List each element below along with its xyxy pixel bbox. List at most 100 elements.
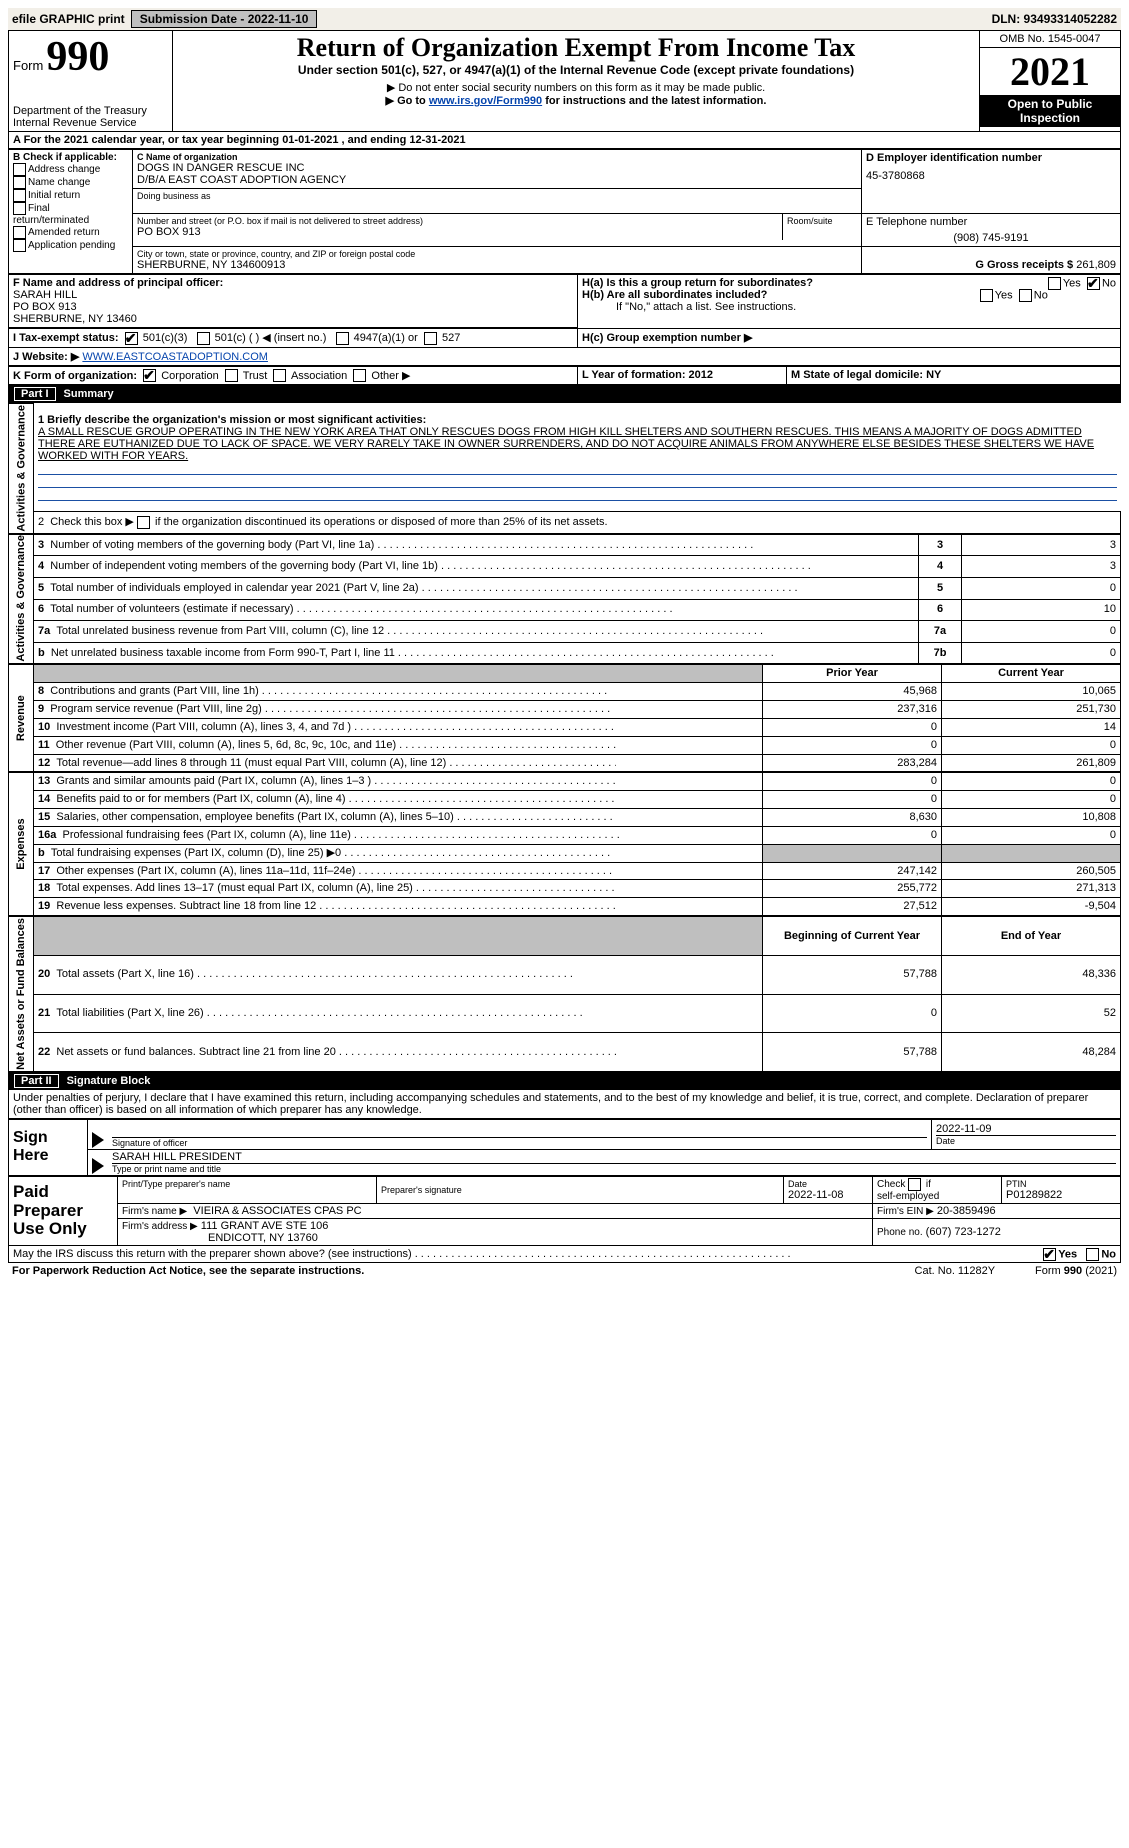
date-label: Date (936, 1135, 1116, 1146)
table-row: 17 Other expenses (Part IX, column (A), … (9, 862, 1121, 880)
hb-yes-checkbox[interactable] (980, 289, 993, 302)
side-rev: Revenue (9, 665, 34, 772)
b-address-change[interactable]: Address change (13, 163, 128, 176)
return-title: Return of Organization Exempt From Incom… (177, 33, 975, 63)
k-other-checkbox[interactable] (353, 369, 366, 382)
firm-phone-label: Phone no. (877, 1227, 923, 1238)
street-value: PO BOX 913 (137, 226, 778, 238)
header-frame: Form 990 Department of the Treasury Inte… (8, 30, 1121, 132)
sig-officer-label: Signature of officer (112, 1138, 927, 1148)
side-ag2: Activities & Governance (9, 534, 34, 664)
j-row: J Website: ▶ WWW.EASTCOASTADOPTION.COM (8, 348, 1121, 366)
part2-header: Part II Signature Block (8, 1072, 1121, 1090)
b-amended-return[interactable]: Amended return (13, 226, 128, 239)
l-year: L Year of formation: 2012 (582, 369, 713, 381)
ag-rows-table: Activities & Governance3 Number of votin… (8, 534, 1121, 665)
side-ag: Activities & Governance (9, 404, 34, 534)
line-a: A For the 2021 calendar year, or tax yea… (8, 132, 1121, 149)
ptin-label: PTIN (1006, 1179, 1116, 1189)
paid-preparer-label: Paid Preparer Use Only (13, 1183, 113, 1239)
f-line-0: SARAH HILL (13, 289, 573, 301)
table-row: 21 Total liabilities (Part X, line 26)05… (9, 994, 1121, 1033)
pp-date-label: Date (788, 1179, 868, 1189)
p1-line1-label: 1 Briefly describe the organization's mi… (38, 414, 1117, 426)
exp-rows-table: Expenses13 Grants and similar amounts pa… (8, 772, 1121, 916)
table-row: 15 Salaries, other compensation, employe… (9, 809, 1121, 827)
irs-link[interactable]: www.irs.gov/Form990 (429, 95, 542, 107)
b-initial-return[interactable]: Initial return (13, 189, 128, 202)
dln-label: DLN: 93493314052282 (992, 12, 1117, 26)
efile-label: efile GRAPHIC print (12, 12, 125, 26)
firm-phone: (607) 723-1272 (926, 1226, 1001, 1238)
rev-rows-table: RevenuePrior YearCurrent Year8 Contribut… (8, 664, 1121, 772)
may-irs-yes-checkbox[interactable] (1043, 1248, 1056, 1261)
p1-mission: A SMALL RESCUE GROUP OPERATING IN THE NE… (38, 426, 1117, 462)
i-4947-checkbox[interactable] (336, 332, 349, 345)
table-row: 11 Other revenue (Part VIII, column (A),… (9, 736, 1121, 754)
e-phone: (908) 745-9191 (866, 232, 1116, 244)
city-label: City or town, state or province, country… (137, 249, 857, 259)
hb-row: H(b) Are all subordinates included? Yes … (582, 289, 1116, 301)
type-name-label: Type or print name and title (112, 1164, 1116, 1174)
part1-table: Activities & Governance 1 Briefly descri… (8, 403, 1121, 534)
table-row: 22 Net assets or fund balances. Subtract… (9, 1033, 1121, 1072)
website-link[interactable]: WWW.EASTCOASTADOPTION.COM (82, 351, 268, 363)
table-row: 20 Total assets (Part X, line 16)57,7884… (9, 955, 1121, 994)
org-name-2: D/B/A EAST COAST ADOPTION AGENCY (137, 174, 857, 186)
open-to-public: Open to Public Inspection (980, 95, 1120, 127)
goto-note: ▶ Go to www.irs.gov/Form990 for instruct… (177, 94, 975, 107)
f-line-1: PO BOX 913 (13, 301, 573, 313)
tax-year: 2021 (980, 48, 1120, 95)
ha-yes-checkbox[interactable] (1048, 277, 1061, 290)
ha-no-checkbox[interactable] (1087, 277, 1100, 290)
may-irs-row: May the IRS discuss this return with the… (8, 1246, 1121, 1263)
k-assoc-checkbox[interactable] (273, 369, 286, 382)
dba-label: Doing business as (137, 191, 857, 201)
hc-label: H(c) Group exemption number ▶ (582, 332, 752, 344)
ssn-note: ▶ Do not enter social security numbers o… (177, 81, 975, 94)
p1-line2-checkbox[interactable] (137, 516, 150, 529)
b-application-pending[interactable]: Application pending (13, 239, 128, 252)
may-irs-no-checkbox[interactable] (1086, 1248, 1099, 1261)
hb-note: If "No," attach a list. See instructions… (616, 301, 1116, 313)
officer-name: SARAH HILL PRESIDENT (112, 1151, 1116, 1164)
page-footer: For Paperwork Reduction Act Notice, see … (8, 1263, 1121, 1279)
submission-date-button[interactable]: Submission Date - 2022-11-10 (131, 10, 318, 28)
d-ein: 45-3780868 (866, 170, 1116, 182)
table-row: 14 Benefits paid to or for members (Part… (9, 791, 1121, 809)
street-label: Number and street (or P.O. box if mail i… (137, 216, 778, 226)
paid-preparer-block: Paid Preparer Use Only Print/Type prepar… (8, 1176, 1121, 1246)
table-row: Expenses13 Grants and similar amounts pa… (9, 773, 1121, 791)
i-row: I Tax-exempt status: 501(c)(3) 501(c) ( … (8, 328, 1121, 348)
part1-header: Part I Summary (8, 385, 1121, 403)
b-name-change[interactable]: Name change (13, 176, 128, 189)
i-501c-checkbox[interactable] (197, 332, 210, 345)
g-gross-receipts: G Gross receipts $ 261,809 (866, 259, 1116, 271)
k-corp-checkbox[interactable] (143, 369, 156, 382)
hb-no-checkbox[interactable] (1019, 289, 1032, 302)
pp-sig-label: Preparer's signature (381, 1185, 779, 1195)
pp-self-emp-checkbox[interactable] (908, 1178, 921, 1191)
table-row: 16a Professional fundraising fees (Part … (9, 826, 1121, 844)
form-number: 990 (46, 34, 109, 80)
omb-number: OMB No. 1545-0047 (980, 31, 1120, 48)
i-527-checkbox[interactable] (424, 332, 437, 345)
f-label: F Name and address of principal officer: (13, 277, 573, 289)
pp-date: 2022-11-08 (788, 1189, 868, 1201)
b-label: B Check if applicable: (13, 152, 128, 163)
table-row: 8 Contributions and grants (Part VIII, l… (9, 683, 1121, 701)
k-trust-checkbox[interactable] (225, 369, 238, 382)
city-value: SHERBURNE, NY 134600913 (137, 259, 857, 271)
i-501c3-checkbox[interactable] (125, 332, 138, 345)
klm-row: K Form of organization: Corporation Trus… (8, 366, 1121, 386)
sign-arrow2-icon (92, 1158, 104, 1174)
form-footer: Form 990 (2021) (1035, 1265, 1117, 1277)
room-label: Room/suite (787, 216, 857, 226)
firm-ein: 20-3859496 (937, 1205, 996, 1217)
table-row: 18 Total expenses. Add lines 13–17 (must… (9, 880, 1121, 898)
sig-date: 2022-11-09 (936, 1123, 1116, 1135)
pp-self-emp: Check ifself-employed (873, 1176, 1002, 1203)
b-final-return[interactable]: Final return/terminated (13, 202, 128, 226)
cat-no: Cat. No. 11282Y (915, 1265, 996, 1277)
firm-name: VIEIRA & ASSOCIATES CPAS PC (193, 1205, 361, 1217)
